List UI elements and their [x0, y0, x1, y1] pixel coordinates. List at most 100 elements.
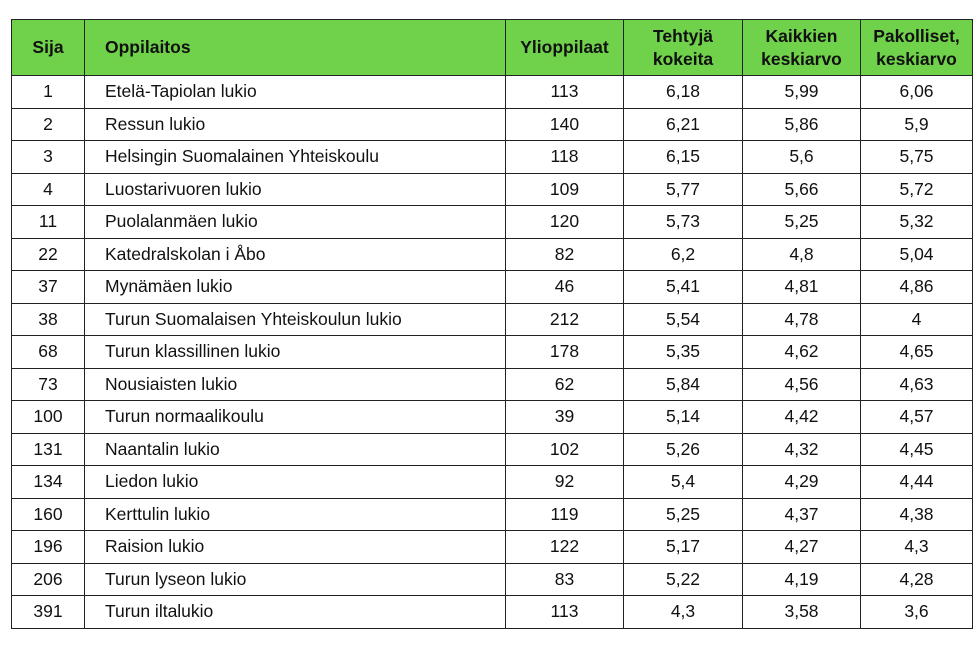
- cell-graduates: 46: [505, 270, 624, 304]
- cell-avg-mandatory: 3,6: [860, 595, 973, 629]
- cell-graduates: 39: [505, 400, 624, 434]
- header-avg-mandatory-line1: Pakolliset,: [873, 25, 960, 46]
- table-row: 2 Ressun lukio 140 6,21 5,86 5,9: [11, 107, 973, 141]
- header-exams-line2: kokeita: [652, 48, 714, 69]
- cell-avg-all: 4,56: [742, 367, 861, 401]
- cell-school: Turun iltalukio: [84, 595, 506, 629]
- cell-graduates: 212: [505, 302, 624, 336]
- cell-rank: 38: [11, 302, 85, 336]
- cell-avg-all: 4,81: [742, 270, 861, 304]
- cell-exams: 5,77: [623, 172, 743, 206]
- cell-rank: 37: [11, 270, 85, 304]
- header-avg-mandatory-line2: keskiarvo: [876, 48, 957, 69]
- cell-avg-all: 4,62: [742, 335, 861, 369]
- cell-graduates: 118: [505, 140, 624, 174]
- cell-avg-mandatory: 5,75: [860, 140, 973, 174]
- cell-exams: 6,21: [623, 107, 743, 141]
- table-row: 100 Turun normaalikoulu 39 5,14 4,42 4,57: [11, 400, 973, 434]
- cell-graduates: 102: [505, 432, 624, 466]
- table-row: 160 Kerttulin lukio 119 5,25 4,37 4,38: [11, 497, 973, 531]
- cell-avg-mandatory: 4,45: [860, 432, 973, 466]
- cell-avg-mandatory: 4,63: [860, 367, 973, 401]
- header-exams: Tehtyjä kokeita: [623, 19, 743, 76]
- cell-graduates: 83: [505, 562, 624, 596]
- cell-exams: 6,2: [623, 237, 743, 271]
- cell-avg-all: 5,99: [742, 75, 861, 109]
- cell-avg-all: 5,6: [742, 140, 861, 174]
- cell-school: Turun Suomalaisen Yhteiskoulun lukio: [84, 302, 506, 336]
- cell-graduates: 140: [505, 107, 624, 141]
- results-table-container: Sija Oppilaitos Ylioppilaat Tehtyjä koke…: [11, 19, 973, 629]
- table-row: 38 Turun Suomalaisen Yhteiskoulun lukio 21…: [11, 302, 973, 336]
- cell-avg-mandatory: 4,3: [860, 530, 973, 564]
- table-row: 68 Turun klassillinen lukio 178 5,35 4,62 4,6…: [11, 335, 973, 369]
- cell-exams: 5,73: [623, 205, 743, 239]
- cell-rank: 73: [11, 367, 85, 401]
- cell-rank: 11: [11, 205, 85, 239]
- cell-rank: 100: [11, 400, 85, 434]
- header-graduates: Ylioppilaat: [505, 19, 624, 76]
- header-avg-mandatory: Pakolliset, keskiarvo: [860, 19, 973, 76]
- cell-exams: 5,22: [623, 562, 743, 596]
- cell-school: Mynämäen lukio: [84, 270, 506, 304]
- cell-exams: 4,3: [623, 595, 743, 629]
- cell-rank: 2: [11, 107, 85, 141]
- cell-school: Luostarivuoren lukio: [84, 172, 506, 206]
- cell-exams: 5,84: [623, 367, 743, 401]
- cell-school: Puolalanmäen lukio: [84, 205, 506, 239]
- cell-exams: 5,4: [623, 465, 743, 499]
- cell-school: Naantalin lukio: [84, 432, 506, 466]
- cell-exams: 5,54: [623, 302, 743, 336]
- cell-avg-all: 5,86: [742, 107, 861, 141]
- table-row: 134 Liedon lukio 92 5,4 4,29 4,44: [11, 465, 973, 499]
- cell-graduates: 82: [505, 237, 624, 271]
- cell-avg-all: 4,78: [742, 302, 861, 336]
- cell-avg-all: 4,19: [742, 562, 861, 596]
- cell-avg-all: 4,29: [742, 465, 861, 499]
- cell-avg-all: 4,8: [742, 237, 861, 271]
- table-row: 391 Turun iltalukio 113 4,3 3,58 3,6: [11, 595, 973, 629]
- cell-rank: 22: [11, 237, 85, 271]
- table-row: 3 Helsingin Suomalainen Yhteiskoulu 118 6,1…: [11, 140, 973, 174]
- cell-school: Liedon lukio: [84, 465, 506, 499]
- cell-school: Etelä-Tapiolan lukio: [84, 75, 506, 109]
- cell-avg-all: 3,58: [742, 595, 861, 629]
- cell-school: Raision lukio: [84, 530, 506, 564]
- cell-exams: 5,35: [623, 335, 743, 369]
- cell-school: Katedralskolan i Åbo: [84, 237, 506, 271]
- cell-avg-mandatory: 4,44: [860, 465, 973, 499]
- cell-avg-mandatory: 6,06: [860, 75, 973, 109]
- cell-graduates: 113: [505, 595, 624, 629]
- table-row: 1 Etelä-Tapiolan lukio 113 6,18 5,99 6,06: [11, 75, 973, 109]
- cell-school: Ressun lukio: [84, 107, 506, 141]
- header-rank: Sija: [11, 19, 85, 76]
- cell-avg-mandatory: 4,65: [860, 335, 973, 369]
- cell-graduates: 120: [505, 205, 624, 239]
- cell-avg-mandatory: 4,86: [860, 270, 973, 304]
- cell-exams: 5,25: [623, 497, 743, 531]
- cell-rank: 134: [11, 465, 85, 499]
- cell-avg-mandatory: 4,38: [860, 497, 973, 531]
- school-ranking-table: Sija Oppilaitos Ylioppilaat Tehtyjä koke…: [11, 19, 973, 629]
- cell-graduates: 119: [505, 497, 624, 531]
- cell-avg-mandatory: 5,72: [860, 172, 973, 206]
- table-body: 1 Etelä-Tapiolan lukio 113 6,18 5,99 6,06 2 Res…: [11, 75, 973, 629]
- cell-rank: 3: [11, 140, 85, 174]
- table-row: 196 Raision lukio 122 5,17 4,27 4,3: [11, 530, 973, 564]
- table-row: 206 Turun lyseon lukio 83 5,22 4,19 4,28: [11, 562, 973, 596]
- cell-avg-mandatory: 5,9: [860, 107, 973, 141]
- cell-graduates: 113: [505, 75, 624, 109]
- header-row: Sija Oppilaitos Ylioppilaat Tehtyjä koke…: [11, 19, 973, 76]
- cell-graduates: 122: [505, 530, 624, 564]
- cell-exams: 5,14: [623, 400, 743, 434]
- table-row: 22 Katedralskolan i Åbo 82 6,2 4,8 5,04: [11, 237, 973, 271]
- cell-avg-mandatory: 5,04: [860, 237, 973, 271]
- cell-avg-all: 5,66: [742, 172, 861, 206]
- cell-rank: 1: [11, 75, 85, 109]
- cell-school: Nousiaisten lukio: [84, 367, 506, 401]
- cell-rank: 206: [11, 562, 85, 596]
- table-row: 73 Nousiaisten lukio 62 5,84 4,56 4,63: [11, 367, 973, 401]
- cell-rank: 68: [11, 335, 85, 369]
- cell-exams: 6,15: [623, 140, 743, 174]
- cell-avg-all: 5,25: [742, 205, 861, 239]
